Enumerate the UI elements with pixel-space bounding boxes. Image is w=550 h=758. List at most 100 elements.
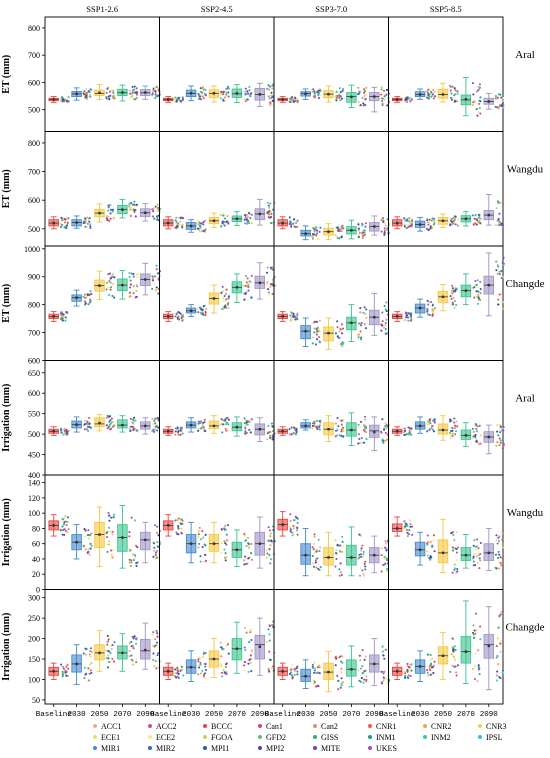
legend-marker — [313, 746, 317, 750]
model-point — [87, 429, 90, 433]
model-point — [65, 523, 68, 527]
model-point — [357, 223, 360, 226]
model-point — [340, 573, 343, 577]
legend-label: FGOA — [211, 733, 233, 742]
model-point — [385, 301, 388, 304]
model-point — [129, 291, 132, 294]
box-mean-marker — [144, 648, 147, 652]
model-point — [63, 517, 66, 520]
box-mean-marker — [441, 428, 445, 432]
model-point — [359, 330, 362, 333]
model-point — [451, 664, 454, 667]
model-point — [403, 520, 406, 523]
model-point — [453, 421, 456, 424]
model-point — [156, 429, 159, 432]
x-tick-label: 2070 — [228, 711, 247, 719]
model-point — [364, 313, 367, 316]
model-point — [269, 436, 272, 439]
y-axis-label: ET (mm) — [1, 55, 12, 94]
box-mean-marker — [75, 662, 78, 666]
model-point — [225, 288, 228, 291]
model-point — [224, 524, 227, 527]
model-point — [316, 326, 319, 329]
legend-label: ACC1 — [101, 722, 121, 731]
model-point — [471, 214, 474, 217]
panel — [159, 589, 276, 705]
box-mean-marker — [167, 98, 170, 101]
model-point — [270, 422, 273, 425]
model-point — [220, 664, 223, 667]
model-point — [406, 314, 409, 317]
model-point — [335, 551, 338, 555]
model-point — [363, 658, 366, 661]
model-point — [197, 530, 200, 533]
box-mean-marker — [189, 665, 193, 669]
model-point — [312, 562, 315, 565]
model-point — [65, 433, 68, 436]
model-point — [64, 316, 68, 319]
model-point — [204, 533, 207, 536]
model-point — [403, 427, 406, 430]
model-point — [63, 98, 67, 101]
model-point — [365, 308, 368, 311]
model-point — [106, 531, 109, 534]
model-point — [496, 96, 499, 99]
model-point — [219, 93, 222, 96]
model-point — [500, 564, 503, 567]
model-point — [199, 98, 202, 101]
model-point — [497, 536, 500, 539]
model-point — [365, 316, 368, 319]
model-point — [452, 646, 455, 649]
model-point — [222, 668, 225, 671]
model-point — [268, 554, 271, 557]
model-point — [110, 276, 113, 279]
model-point — [59, 222, 62, 225]
model-point — [197, 427, 200, 430]
model-point — [450, 92, 453, 95]
model-point — [501, 439, 505, 442]
model-point — [198, 97, 201, 100]
model-point — [381, 682, 384, 685]
model-point — [128, 561, 131, 564]
model-point — [336, 326, 339, 329]
model-point — [434, 307, 437, 310]
model-point — [364, 655, 367, 658]
model-point — [226, 214, 229, 217]
model-point — [478, 107, 481, 110]
model-point — [409, 97, 412, 100]
model-point — [339, 562, 342, 565]
model-point — [66, 531, 69, 534]
box-mean-marker — [52, 98, 55, 101]
model-point — [498, 270, 501, 273]
model-point — [156, 654, 159, 657]
model-point — [271, 525, 275, 528]
model-point — [312, 235, 315, 238]
model-point — [179, 315, 182, 318]
model-point — [244, 87, 247, 90]
model-point — [313, 669, 317, 672]
model-point — [357, 669, 360, 672]
model-point — [341, 661, 344, 664]
model-point — [243, 532, 246, 536]
model-point — [224, 96, 227, 99]
model-point — [338, 87, 341, 90]
box-mean-marker — [189, 309, 193, 312]
model-point — [361, 544, 364, 547]
y-tick-label: 800 — [28, 139, 40, 148]
model-point — [66, 520, 69, 523]
model-point — [245, 544, 248, 548]
model-point — [271, 429, 274, 433]
model-point — [177, 527, 180, 530]
model-point — [408, 220, 411, 223]
model-point — [478, 86, 482, 89]
model-point — [454, 215, 457, 218]
model-point — [110, 516, 113, 519]
model-point — [131, 421, 134, 424]
model-point — [155, 209, 158, 212]
model-point — [318, 425, 321, 429]
model-point — [64, 529, 67, 532]
model-point — [361, 648, 364, 652]
y-tick-label: 40 — [32, 555, 40, 564]
model-point — [174, 315, 177, 318]
model-point — [364, 418, 367, 421]
